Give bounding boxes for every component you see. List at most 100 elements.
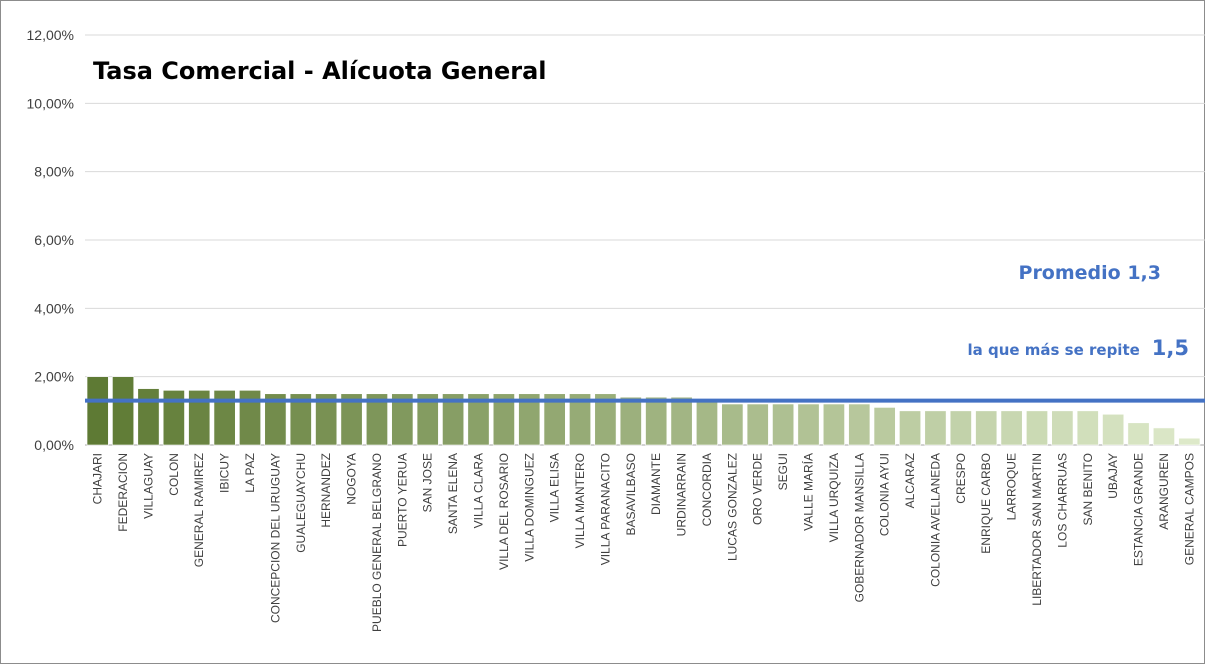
bar bbox=[1026, 410, 1048, 446]
x-category-label: ALCARAZ bbox=[903, 453, 917, 508]
bar bbox=[416, 393, 439, 446]
bar bbox=[137, 388, 160, 446]
bar bbox=[1178, 437, 1201, 446]
x-category-label: IBICUY bbox=[218, 453, 232, 493]
bar bbox=[873, 407, 896, 446]
bar bbox=[797, 403, 820, 446]
bar bbox=[975, 410, 998, 446]
x-category-label: PUERTO YERUA bbox=[395, 453, 409, 547]
x-category-label: FEDERACION bbox=[116, 453, 130, 532]
x-category-label: CONCORDIA bbox=[700, 453, 714, 526]
bar bbox=[188, 390, 211, 446]
bar bbox=[213, 390, 236, 446]
bar bbox=[162, 390, 185, 446]
mode-annotation-text: la que más se repite bbox=[967, 341, 1139, 359]
bar bbox=[442, 393, 465, 446]
bar bbox=[746, 403, 769, 446]
y-tick-label: 6,00% bbox=[34, 232, 74, 248]
mode-annotation-value: 1,5 bbox=[1152, 336, 1189, 360]
bar bbox=[467, 393, 490, 446]
x-category-label: GOBERNADOR MANSILLA bbox=[852, 453, 866, 602]
bar bbox=[619, 396, 642, 446]
gridlines bbox=[85, 34, 1205, 446]
x-category-label: VILLA ELISA bbox=[548, 453, 562, 522]
bar bbox=[1000, 410, 1023, 446]
chart-title: Tasa Comercial - Alícuota General bbox=[93, 57, 547, 85]
x-category-label: NOGOYA bbox=[345, 453, 359, 505]
x-category-label: VILLAGUAY bbox=[141, 453, 155, 519]
x-category-label: PUEBLO GENERAL BELGRANO bbox=[370, 453, 384, 632]
bar bbox=[949, 410, 972, 446]
bar bbox=[86, 376, 109, 446]
bar bbox=[1051, 410, 1074, 446]
x-category-label: VILLA DOMINGUEZ bbox=[522, 453, 536, 562]
bar bbox=[594, 393, 617, 446]
bar bbox=[391, 393, 414, 446]
x-category-label: CONCEPCION DEL URUGUAY bbox=[268, 453, 282, 623]
x-category-label: LUCAS GONZALEZ bbox=[725, 453, 739, 561]
bar bbox=[670, 396, 693, 446]
bar bbox=[340, 393, 363, 446]
x-category-label: ENRIQUE CARBO bbox=[979, 453, 993, 554]
x-category-label: SAN JOSE bbox=[421, 453, 435, 512]
x-category-label: CHAJARI bbox=[91, 453, 105, 504]
x-category-label: VILLA URQUIZA bbox=[827, 453, 841, 542]
bar bbox=[239, 390, 261, 446]
y-axis-ticks: 0,00% 2,00% 4,00% 6,00% 8,00% 10,00% 12,00% bbox=[27, 27, 74, 453]
x-category-label: VILLA CLARA bbox=[471, 453, 485, 528]
bar bbox=[848, 403, 871, 446]
mode-annotation: la que más se repite 1,5 bbox=[967, 336, 1189, 360]
x-category-label: DIAMANTE bbox=[649, 453, 663, 515]
bar bbox=[899, 410, 922, 446]
y-tick-label: 10,00% bbox=[27, 95, 74, 111]
bar bbox=[1076, 410, 1099, 446]
x-category-label: COLONIA AVELLANEDA bbox=[928, 453, 942, 587]
bar bbox=[264, 393, 287, 446]
x-category-label: URDINARRAIN bbox=[675, 453, 689, 536]
x-category-label: GENERAL CAMPOS bbox=[1182, 453, 1196, 565]
x-category-label: LA PAZ bbox=[243, 453, 257, 493]
bar bbox=[365, 393, 388, 446]
x-category-label: LARROQUE bbox=[1005, 453, 1019, 520]
x-category-label: SEGUI bbox=[776, 453, 790, 490]
x-category-label: VALLE MARÍA bbox=[801, 453, 816, 531]
bar bbox=[1102, 413, 1125, 446]
x-category-label: HERNANDEZ bbox=[319, 453, 333, 528]
bar bbox=[543, 393, 566, 446]
x-category-label: BASAVILBASO bbox=[624, 453, 638, 535]
y-tick-label: 0,00% bbox=[34, 437, 74, 453]
bar bbox=[492, 393, 515, 446]
x-category-label: CRESPO bbox=[954, 453, 968, 504]
x-category-label: GUALEGUAYCHU bbox=[294, 453, 308, 553]
bar bbox=[112, 376, 135, 446]
bar bbox=[696, 400, 718, 446]
bars bbox=[86, 376, 1201, 446]
bar bbox=[1152, 427, 1175, 446]
x-category-label: ORO VERDE bbox=[751, 453, 765, 525]
y-tick-label: 4,00% bbox=[34, 300, 74, 316]
x-category-label: ARANGUREN bbox=[1157, 453, 1171, 530]
bar bbox=[721, 403, 744, 446]
x-category-label: ESTANCIA GRANDE bbox=[1132, 453, 1146, 566]
x-category-label: VILLA MANTERO bbox=[573, 453, 587, 548]
y-tick-label: 8,00% bbox=[34, 164, 74, 180]
y-tick-label: 2,00% bbox=[34, 369, 74, 385]
x-category-label: UBAJAY bbox=[1106, 453, 1120, 499]
bar bbox=[822, 403, 845, 446]
x-category-label: LIBERTADOR SAN MARTIN bbox=[1030, 453, 1044, 606]
x-category-label: SANTA ELENA bbox=[446, 453, 460, 534]
bar bbox=[645, 396, 668, 446]
x-category-label: SAN BENITO bbox=[1081, 453, 1095, 525]
bar bbox=[289, 393, 312, 446]
x-category-label: VILLA DEL ROSARIO bbox=[497, 453, 511, 570]
x-category-label: VILLA PARANACITO bbox=[598, 453, 612, 565]
x-category-label: COLON bbox=[167, 453, 181, 496]
bar bbox=[518, 393, 541, 446]
y-tick-label: 12,00% bbox=[27, 27, 74, 43]
bar bbox=[569, 393, 591, 446]
bar bbox=[1127, 422, 1150, 446]
bar bbox=[924, 410, 947, 446]
x-axis-category-labels: CHAJARI FEDERACION VILLAGUAY COLON GENERAL R… bbox=[91, 453, 1197, 632]
